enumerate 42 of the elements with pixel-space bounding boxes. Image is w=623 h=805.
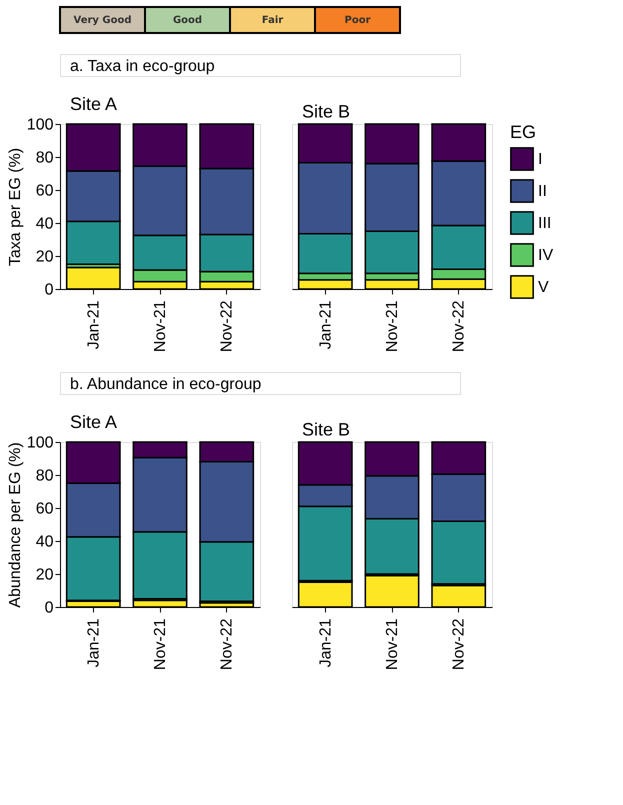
y-tick-label: 80 [36, 150, 54, 166]
x-tick-label: Jan-21 [317, 300, 334, 350]
legend-label: V [538, 279, 549, 296]
category-label: Fair [262, 15, 284, 26]
x-tick-label: Nov-21 [384, 618, 401, 670]
text: b. Abundance in eco-group [70, 376, 262, 393]
y-tick-label: 0 [44, 600, 54, 616]
x-tick-label: Jan-21 [317, 618, 334, 668]
x-tick-label: Nov-22 [218, 300, 236, 352]
x-tick-label: Jan-21 [85, 300, 102, 350]
legend-title: EG [510, 122, 536, 142]
y-tick-label: 100 [26, 434, 54, 452]
y-axis-title: Abundance per EG (%) [6, 442, 24, 608]
x-tick-label: Nov-21 [152, 618, 169, 670]
y-tick-label: 20 [36, 566, 54, 584]
x-tick-label: Jan-21 [85, 618, 102, 668]
y-tick-label: 0 [44, 282, 54, 298]
y-tick-label: 100 [26, 116, 54, 134]
text: a. Taxa in eco-group [70, 58, 215, 75]
y-tick-label: 40 [36, 534, 54, 550]
chart-title: Site B [302, 419, 350, 440]
chart-title: Site B [302, 101, 350, 122]
x-tick-label: Nov-22 [218, 618, 236, 670]
y-tick-label: 60 [36, 500, 54, 518]
legend-label: III [538, 215, 552, 232]
y-tick-label: 20 [36, 248, 54, 266]
legend-label: IV [538, 247, 554, 264]
x-tick-label: Nov-21 [152, 300, 169, 352]
category-label: Good [172, 15, 202, 26]
category-label: Very Good [73, 15, 132, 26]
x-tick-label: Nov-21 [384, 300, 401, 352]
chart-title: Site A [70, 412, 118, 432]
y-axis-title: Taxa per EG (%) [6, 148, 24, 266]
chart-title: Site A [70, 94, 118, 114]
legend-label: I [538, 151, 542, 168]
y-tick-label: 40 [36, 216, 54, 232]
category-label: Poor [344, 15, 371, 26]
y-tick-label: 60 [36, 182, 54, 200]
legend-label: II [538, 183, 547, 200]
x-tick-label: Nov-22 [450, 618, 468, 670]
y-tick-label: 80 [36, 468, 54, 484]
x-tick-label: Nov-22 [450, 300, 468, 352]
